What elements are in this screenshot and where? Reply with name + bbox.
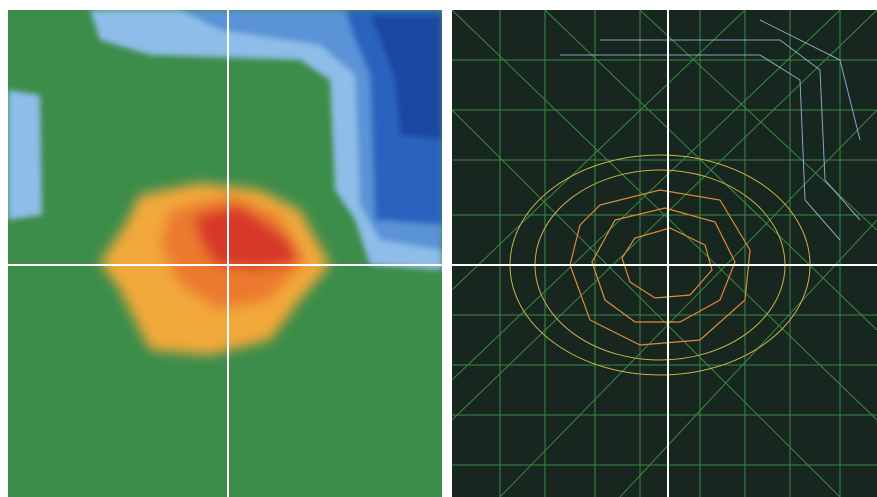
- background-dark: [452, 10, 877, 497]
- filled-contour-panel: [8, 10, 442, 497]
- left-blue-strip: [8, 90, 42, 220]
- grid-mesh: [452, 10, 877, 497]
- light-blue-region: [90, 10, 442, 270]
- wireframe-panel: [452, 10, 877, 497]
- red-core: [195, 205, 300, 270]
- blue-contours: [560, 19, 861, 241]
- dark-blue-region: [370, 15, 442, 140]
